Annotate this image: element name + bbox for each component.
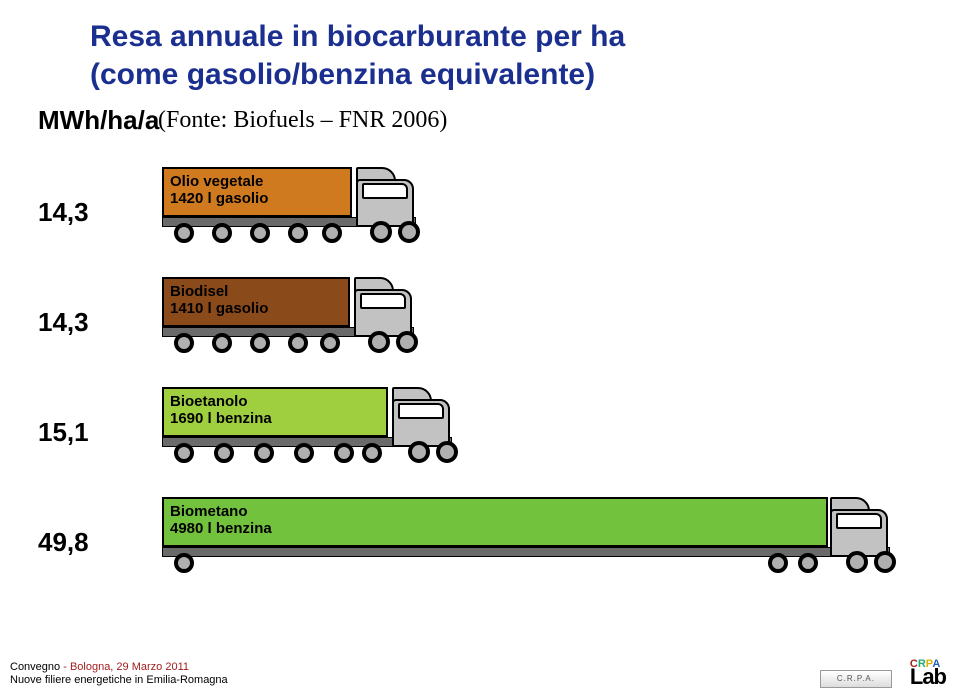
wheel-icon xyxy=(174,443,194,463)
fuel-row: 14,3 Olio vegetale1420 l gasolio xyxy=(0,161,960,263)
wheel-icon xyxy=(368,331,390,353)
footer: Convegno - Bologna, 29 Marzo 2011 Nuove … xyxy=(10,661,228,689)
row-value: 15,1 xyxy=(38,417,158,448)
truck-graphic: Biodisel1410 l gasolio xyxy=(158,271,960,359)
truck-cell: Biodisel1410 l gasolio xyxy=(158,271,960,373)
wheel-icon xyxy=(294,443,314,463)
wheel-icon xyxy=(798,553,818,573)
rows-container: 14,3 Olio vegetale1420 l gasolio 14,3 Biodi… xyxy=(0,161,960,593)
trailer: Bioetanolo1690 l benzina xyxy=(162,387,388,437)
trailer: Biometano4980 l benzina xyxy=(162,497,828,547)
truck-graphic: Bioetanolo1690 l benzina xyxy=(158,381,960,469)
wheel-icon xyxy=(174,553,194,573)
wheel-icon xyxy=(254,443,274,463)
wheel-icon xyxy=(288,223,308,243)
wheel-icon xyxy=(846,551,868,573)
row-value: 14,3 xyxy=(38,197,158,228)
wheel-icon xyxy=(212,223,232,243)
unit-header: MWh/ha/a xyxy=(38,105,158,136)
crpa-box-logo: C.R.P.A. xyxy=(820,670,892,688)
wheel-icon xyxy=(320,333,340,353)
footer-right: C.R.P.A. CRPA Lab xyxy=(820,659,946,688)
wheel-icon xyxy=(334,443,354,463)
footer-line1a: Convegno xyxy=(10,661,63,673)
trailer-label: Biometano4980 l benzina xyxy=(170,503,272,538)
title-line2: (come gasolio/benzina equivalente) xyxy=(90,56,960,94)
truck-cab xyxy=(830,495,890,557)
truck-cab xyxy=(392,385,452,447)
header-row: MWh/ha/a (Fonte: Biofuels – FNR 2006) xyxy=(0,97,960,143)
footer-line2: Nuove filiere energetiche in Emilia-Roma… xyxy=(10,674,228,686)
truck-cell: Bioetanolo1690 l benzina xyxy=(158,381,960,483)
title-line1: Resa annuale in biocarburante per ha xyxy=(90,18,960,56)
fuel-row: 14,3 Biodisel1410 l gasolio xyxy=(0,271,960,373)
wheel-icon xyxy=(370,221,392,243)
wheel-icon xyxy=(174,333,194,353)
trailer-label: Bioetanolo1690 l benzina xyxy=(170,393,272,428)
row-value: 14,3 xyxy=(38,307,158,338)
wheel-icon xyxy=(768,553,788,573)
truck-graphic: Olio vegetale1420 l gasolio xyxy=(158,161,960,249)
wheel-icon xyxy=(288,333,308,353)
truck-cab xyxy=(354,275,414,337)
wheel-icon xyxy=(174,223,194,243)
trailer: Biodisel1410 l gasolio xyxy=(162,277,350,327)
fuel-row: 49,8 Biometano4980 l benzina xyxy=(0,491,960,593)
wheel-icon xyxy=(212,333,232,353)
truck-cab xyxy=(356,165,416,227)
wheel-icon xyxy=(322,223,342,243)
wheel-icon xyxy=(396,331,418,353)
wheel-icon xyxy=(362,443,382,463)
truck-graphic: Biometano4980 l benzina xyxy=(158,491,960,579)
wheel-icon xyxy=(408,441,430,463)
wheel-icon xyxy=(874,551,896,573)
wheel-icon xyxy=(398,221,420,243)
trailer-label: Olio vegetale1420 l gasolio xyxy=(170,173,268,208)
wheel-icon xyxy=(250,223,270,243)
footer-line1b: - Bologna, 29 Marzo 2011 xyxy=(63,661,189,673)
page-title: Resa annuale in biocarburante per ha (co… xyxy=(0,0,960,93)
fuel-row: 15,1 Bioetanolo1690 l benzina xyxy=(0,381,960,483)
trailer-label: Biodisel1410 l gasolio xyxy=(170,283,268,318)
trailer: Olio vegetale1420 l gasolio xyxy=(162,167,352,217)
wheel-icon xyxy=(250,333,270,353)
source-text: (Fonte: Biofuels – FNR 2006) xyxy=(158,107,447,134)
row-value: 49,8 xyxy=(38,527,158,558)
truck-cell: Olio vegetale1420 l gasolio xyxy=(158,161,960,263)
wheel-icon xyxy=(436,441,458,463)
wheel-icon xyxy=(214,443,234,463)
truck-cell: Biometano4980 l benzina xyxy=(158,491,960,593)
lab-logo: CRPA Lab xyxy=(910,659,946,688)
